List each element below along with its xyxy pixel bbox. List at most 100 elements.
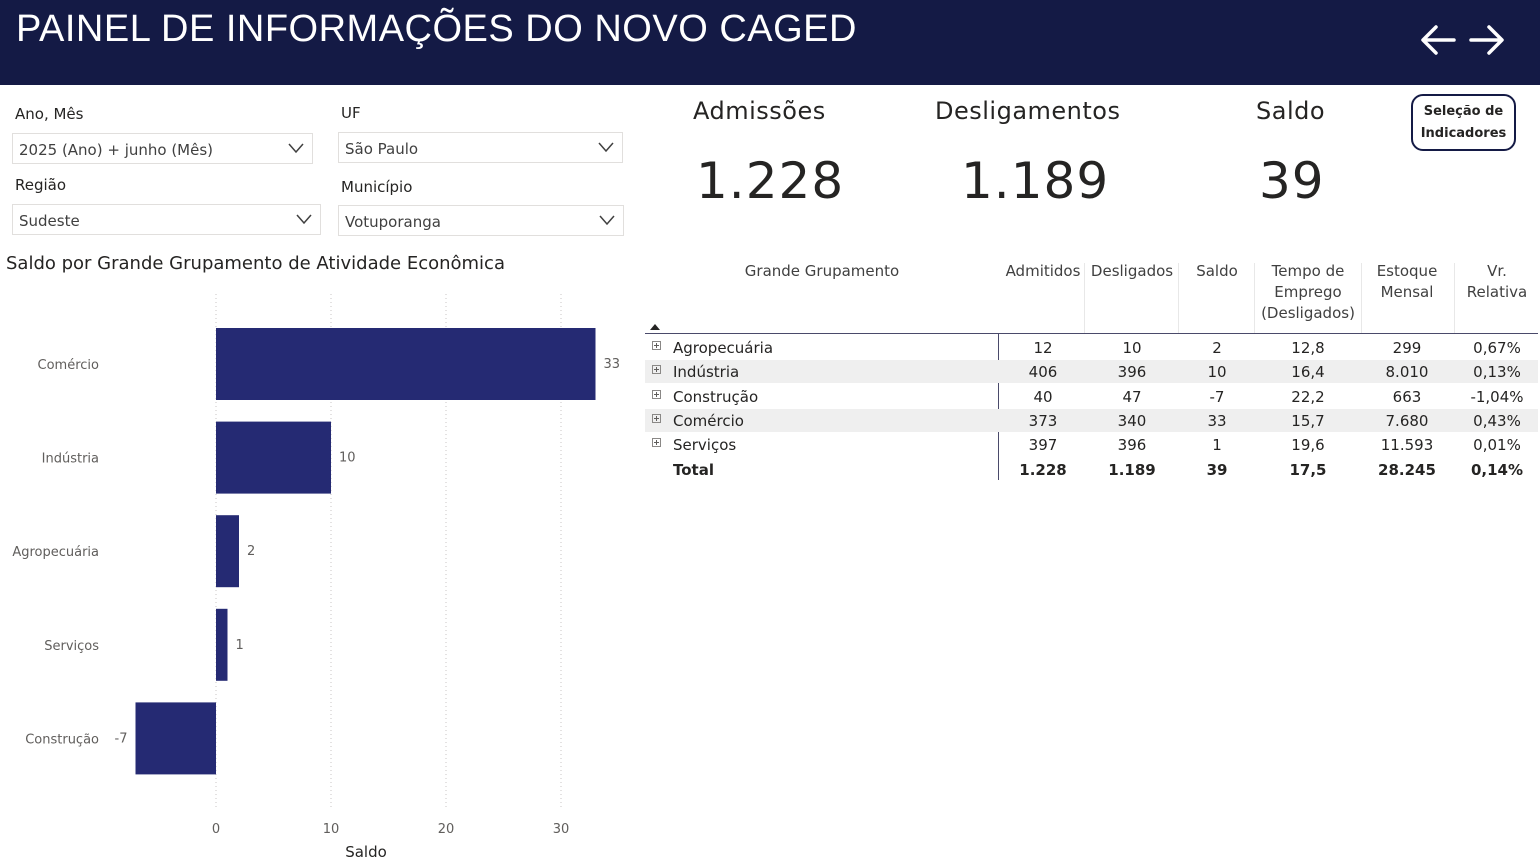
table-row-background: [645, 360, 1538, 384]
x-axis-title: Saldo: [345, 843, 387, 861]
data-label: 2: [247, 544, 255, 559]
cell-tempo: 15,7: [1291, 411, 1325, 430]
kpi-label-admissoes: Admissões: [693, 97, 826, 125]
cell-tempo: 16,4: [1291, 363, 1325, 382]
cell-vr: 0,67%: [1473, 339, 1521, 357]
row-name: Serviços: [673, 436, 737, 455]
filter-label-ano-mes: Ano, Mês: [15, 105, 84, 123]
chevron-down-icon: [599, 215, 615, 226]
kpi-value-saldo: 39: [1259, 152, 1325, 210]
header-estoque-line1: Estoque: [1376, 262, 1438, 280]
cell-admitidos: 397: [1028, 436, 1058, 455]
cell-saldo: 10: [1207, 363, 1227, 382]
bar[interactable]: [216, 608, 228, 681]
category-label: Construção: [25, 732, 99, 747]
expand-icon[interactable]: [652, 365, 661, 375]
municipio-value: Votuporanga: [345, 213, 441, 231]
cell-vr: 0,01%: [1473, 436, 1521, 455]
cell-desligados: 10: [1122, 339, 1142, 357]
header-desligados[interactable]: Desligados: [1090, 262, 1174, 280]
cell-estoque: 7.680: [1385, 411, 1429, 430]
arrow-right-icon[interactable]: [1467, 20, 1507, 60]
header-tempo-line3: (Desligados): [1261, 304, 1355, 322]
header-vr-line1: Vr.: [1487, 262, 1507, 280]
column-guide: [1084, 263, 1085, 333]
indicator-button-line2: Indicadores: [1420, 126, 1507, 141]
total-saldo: 39: [1206, 460, 1228, 479]
expand-icon[interactable]: [652, 389, 661, 399]
header-admitidos[interactable]: Admitidos: [1005, 262, 1081, 280]
header-vr-line2: Relativa: [1466, 283, 1528, 301]
cell-vr: -1,04%: [1470, 387, 1524, 406]
saldo-bar-chart: 0 10 20 30 Comércio 33 Indústria 10 Agropecuária…: [12, 294, 620, 861]
header-saldo[interactable]: Saldo: [1196, 262, 1238, 280]
header-estoque-line2: Mensal: [1380, 283, 1434, 301]
x-tick-label: 30: [553, 822, 570, 837]
cell-desligados: 47: [1122, 387, 1142, 406]
header-grupamento[interactable]: Grande Grupamento: [744, 262, 900, 280]
cell-desligados: 396: [1117, 436, 1147, 455]
bar[interactable]: [135, 702, 217, 775]
total-admitidos: 1.228: [1019, 460, 1067, 479]
data-label: 1: [236, 638, 244, 653]
cell-saldo: 2: [1212, 339, 1222, 357]
x-tick-label: 0: [212, 822, 220, 837]
indicator-selection-button[interactable]: Seleção de Indicadores: [1411, 94, 1516, 151]
column-guide: [1361, 263, 1362, 333]
regiao-dropdown[interactable]: Sudeste: [12, 204, 321, 235]
x-tick-label: 20: [438, 822, 455, 837]
table-row-background: [645, 408, 1538, 432]
ano-mes-dropdown[interactable]: 2025 (Ano) + junho (Mês): [12, 133, 313, 164]
regiao-value: Sudeste: [19, 212, 80, 230]
column-guide: [1254, 263, 1255, 333]
cell-admitidos: 12: [1033, 339, 1053, 357]
row-name: Construção: [673, 387, 759, 406]
filter-label-regiao: Região: [15, 176, 67, 194]
cell-estoque: 299: [1392, 339, 1422, 357]
total-vr: 0,14%: [1470, 460, 1524, 479]
uf-value: São Paulo: [345, 140, 419, 158]
sort-ascending-icon[interactable]: [650, 323, 660, 331]
expand-icon[interactable]: [652, 413, 661, 423]
kpi-label-desligamentos: Desligamentos: [935, 97, 1121, 125]
cell-estoque: 8.010: [1385, 363, 1429, 382]
chevron-down-icon: [598, 142, 614, 153]
category-label: Serviços: [44, 639, 99, 654]
arrow-left-icon[interactable]: [1418, 20, 1458, 60]
chart-title: Saldo por Grande Grupamento de Atividade…: [6, 253, 505, 274]
cell-tempo: 22,2: [1291, 387, 1325, 406]
header-bar: PAINEL DE INFORMAÇÕES DO NOVO CAGED: [0, 0, 1540, 85]
total-estoque: 28.245: [1378, 460, 1436, 479]
chevron-down-icon: [288, 143, 304, 154]
header-vr-relativa[interactable]: Vr. Relativa: [1458, 261, 1536, 303]
kpi-value-desligamentos: 1.189: [961, 152, 1110, 210]
total-desligados: 1.189: [1108, 460, 1156, 479]
uf-dropdown[interactable]: São Paulo: [338, 132, 623, 163]
cell-desligados: 340: [1117, 411, 1147, 430]
chevron-down-icon: [296, 214, 312, 225]
bar[interactable]: [216, 421, 331, 494]
cell-estoque: 663: [1392, 387, 1422, 406]
data-label: 10: [339, 451, 356, 466]
bar[interactable]: [216, 515, 239, 588]
expand-icon[interactable]: [652, 438, 661, 448]
cell-saldo: -7: [1209, 387, 1225, 406]
column-guide: [1178, 263, 1179, 333]
bar[interactable]: [216, 328, 596, 400]
row-name: Comércio: [673, 411, 744, 430]
total-tempo: 17,5: [1289, 460, 1327, 479]
cell-desligados: 396: [1117, 363, 1147, 382]
cell-saldo: 33: [1207, 411, 1227, 430]
filter-label-municipio: Município: [341, 178, 413, 196]
cell-admitidos: 40: [1033, 387, 1053, 406]
page-title: PAINEL DE INFORMAÇÕES DO NOVO CAGED: [16, 8, 857, 50]
x-tick-label: 10: [323, 822, 340, 837]
column-divider: [998, 334, 999, 480]
header-estoque[interactable]: Estoque Mensal: [1362, 261, 1452, 303]
header-tempo-emprego[interactable]: Tempo de Emprego (Desligados): [1256, 261, 1360, 324]
cell-vr: 0,43%: [1473, 411, 1521, 430]
header-divider: [645, 333, 1538, 334]
expand-icon[interactable]: [652, 341, 661, 350]
municipio-dropdown[interactable]: Votuporanga: [338, 205, 624, 236]
category-label: Comércio: [38, 358, 100, 373]
